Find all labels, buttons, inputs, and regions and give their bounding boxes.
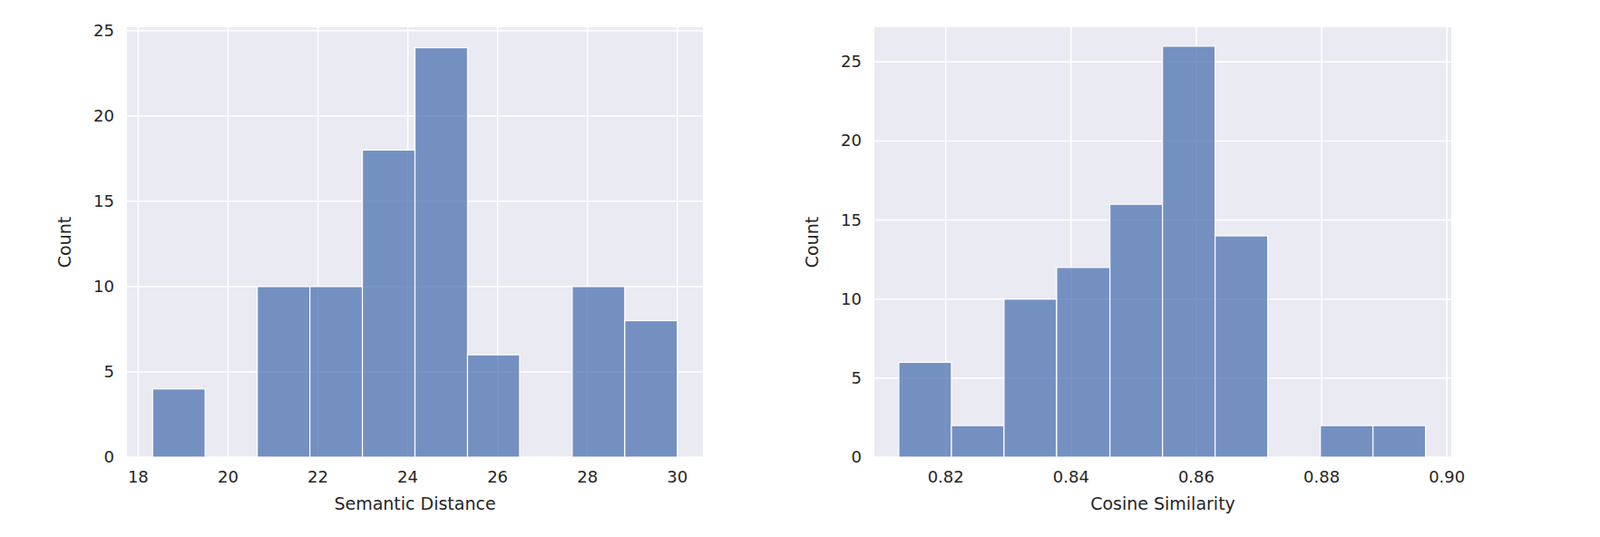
- bar: [467, 354, 519, 458]
- bar: [415, 48, 469, 458]
- tick-label: 0.84: [1053, 467, 1090, 487]
- tick-label: 28: [576, 467, 598, 487]
- figure: 18 20 22 24 26 28 30 0 5 10 15 20 25 Semantic Distanc…: [0, 0, 1600, 537]
- bar: [362, 149, 416, 458]
- bar: [624, 321, 678, 458]
- tick-label: 10: [840, 289, 862, 309]
- grid-line: [227, 27, 230, 458]
- bar: [1373, 425, 1426, 458]
- tick-label: 0.88: [1303, 467, 1340, 487]
- bar: [1268, 456, 1321, 458]
- bar: [204, 456, 257, 458]
- x-axis-label: Cosine Similarity: [1090, 493, 1236, 514]
- grid-line: [1445, 27, 1448, 458]
- tick-label: 5: [104, 361, 115, 381]
- tick-label: 20: [93, 106, 115, 126]
- tick-label: 24: [397, 467, 419, 487]
- axes: 0.82 0.84 0.86 0.88 0.90 0 5 10 15 20 25 Cosine Sim…: [801, 27, 1465, 514]
- tick-label: 0.86: [1178, 467, 1215, 487]
- plot-area: [126, 27, 703, 458]
- tick-label: 0: [104, 447, 115, 467]
- tick-label: 18: [127, 467, 149, 487]
- grid-line: [137, 27, 140, 458]
- tick-label: 26: [487, 467, 508, 487]
- tick-label: 0: [851, 447, 862, 467]
- bar: [1004, 299, 1057, 458]
- bar: [951, 425, 1005, 458]
- tick-label: 5: [851, 368, 862, 388]
- tick-label: 20: [840, 130, 862, 150]
- grid-line: [126, 29, 703, 32]
- tick-label: 15: [93, 191, 115, 211]
- bar: [152, 389, 205, 458]
- bars: [152, 48, 678, 458]
- y-axis-label: Count: [801, 216, 822, 268]
- bar: [257, 286, 311, 458]
- bar: [1215, 235, 1269, 458]
- tick-label: 30: [666, 467, 688, 487]
- tick-label: 20: [217, 467, 239, 487]
- bar: [1110, 204, 1163, 458]
- tick-label: 10: [93, 276, 115, 296]
- tick-label: 0.82: [927, 467, 965, 487]
- tick-label: 22: [307, 467, 329, 487]
- bar: [310, 286, 363, 458]
- axes: 18 20 22 24 26 28 30 0 5 10 15 20 25 Semantic Distanc…: [54, 20, 703, 514]
- tick-label: 25: [93, 20, 115, 40]
- plot-area: [874, 27, 1452, 458]
- bar: [1162, 46, 1216, 458]
- tick-label: 0.90: [1428, 467, 1465, 487]
- bars: [898, 46, 1426, 458]
- bar: [1056, 267, 1111, 458]
- tick-label: 15: [840, 210, 862, 230]
- bar: [1320, 425, 1374, 458]
- y-axis-label: Count: [54, 216, 75, 268]
- x-axis-label: Semantic Distance: [333, 493, 496, 514]
- bar: [898, 361, 952, 458]
- tick-label: 25: [840, 51, 862, 71]
- bar: [572, 286, 625, 458]
- grid-line: [1320, 27, 1323, 458]
- bar: [519, 456, 573, 458]
